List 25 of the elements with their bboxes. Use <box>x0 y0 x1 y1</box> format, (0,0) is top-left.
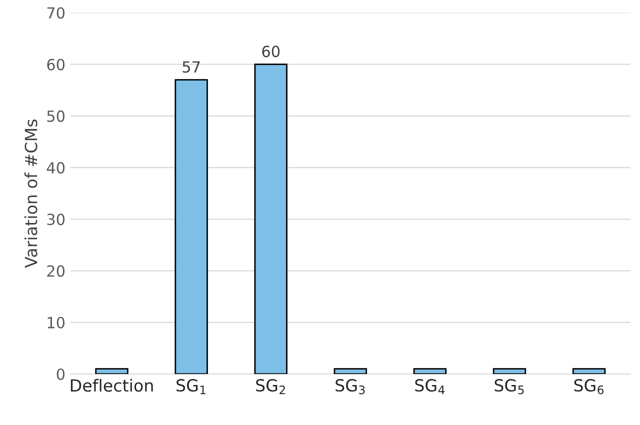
bar <box>572 368 606 374</box>
data-label: 60 <box>262 46 280 58</box>
bar <box>334 368 368 374</box>
bar <box>174 79 208 374</box>
y-tick-label: 60 <box>47 58 65 70</box>
y-tick-label: 20 <box>47 265 65 277</box>
x-tick-label: SG$_{3}$ <box>336 379 365 394</box>
x-tick-label: SG$_{6}$ <box>574 379 604 394</box>
y-tick-label: 30 <box>47 214 65 226</box>
y-tick-label: 40 <box>46 162 65 174</box>
bar <box>492 368 526 374</box>
y-tick-label: 50 <box>47 110 65 122</box>
bar <box>95 368 128 374</box>
y-tick-label: 10 <box>48 316 65 328</box>
bar <box>254 64 288 374</box>
x-tick-label: SG$_{4}$ <box>415 379 445 394</box>
x-tick-label: SG$_{1}$ <box>176 379 206 394</box>
y-tick-label: 0 <box>56 368 65 380</box>
x-tick-label: Deflection <box>70 378 153 392</box>
y-axis-title: Variation of #CMs <box>24 120 38 268</box>
bar <box>413 368 447 374</box>
x-tick-label: SG$_{2}$ <box>256 379 285 394</box>
data-label: 57 <box>182 61 200 73</box>
y-tick-label: 70 <box>47 7 65 19</box>
x-tick-label: SG$_{5}$ <box>494 379 524 394</box>
